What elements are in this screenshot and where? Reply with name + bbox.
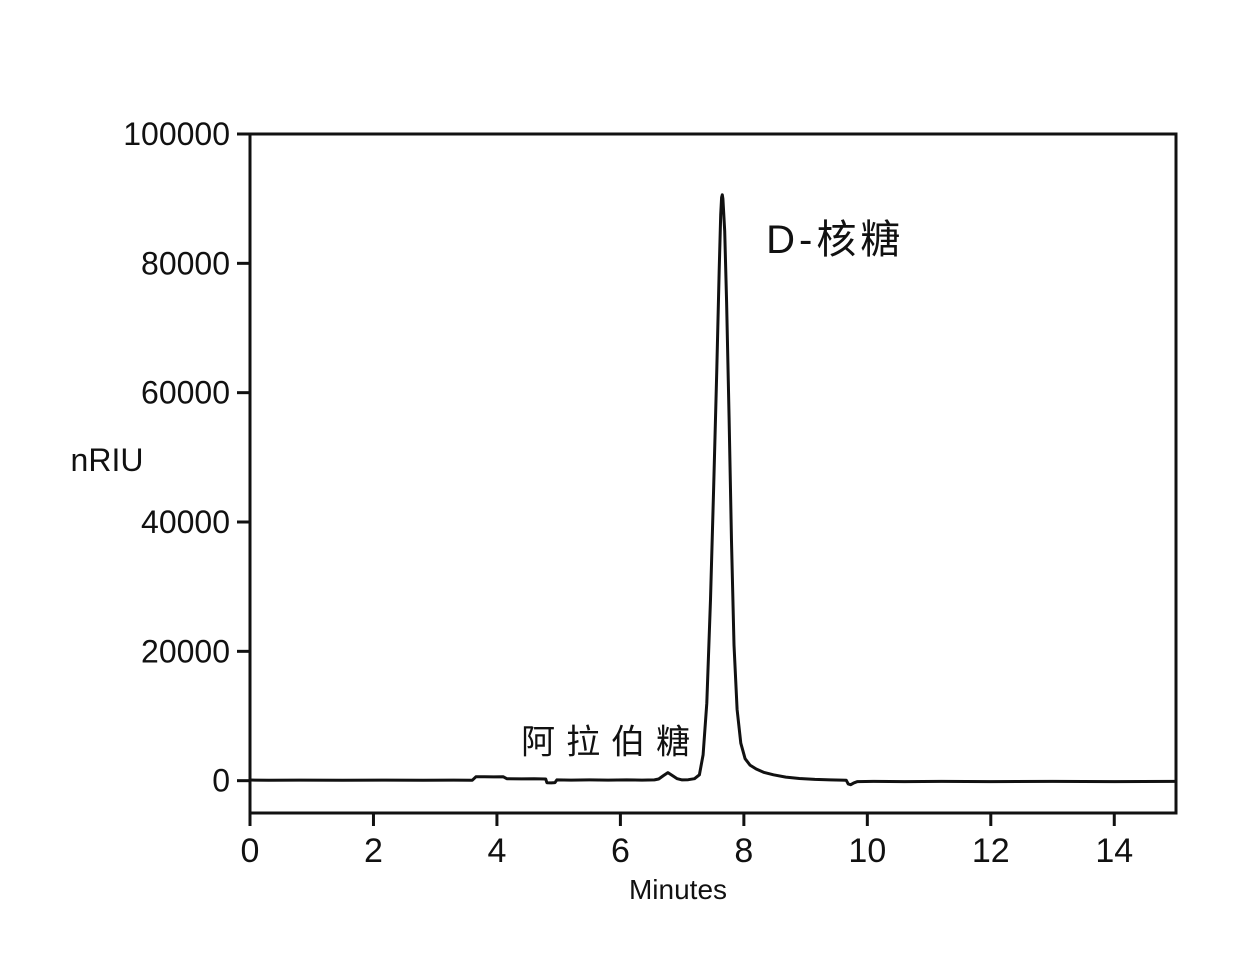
y-tick-label: 20000 (141, 633, 230, 669)
peak-annotation-2: D-核糖 (766, 218, 905, 263)
y-tick-label: 80000 (141, 245, 230, 281)
x-tick-label: 6 (611, 832, 630, 870)
x-tick-label: 2 (364, 832, 383, 870)
y-tick-label: 60000 (141, 375, 230, 411)
y-tick-label: 0 (212, 763, 230, 799)
x-axis-title: Minutes (628, 874, 728, 905)
x-tick-label: 12 (972, 832, 1010, 870)
x-tick-label: 8 (734, 832, 753, 870)
y-tick-label: 40000 (141, 504, 230, 540)
x-tick-label: 14 (1095, 832, 1133, 870)
signal-trace (248, 193, 1178, 787)
x-tick-label: 10 (848, 832, 886, 870)
peak-annotation-1: 阿拉伯糖 (521, 723, 702, 762)
x-tick-label: 4 (487, 832, 506, 870)
y-axis-title: nRIU (70, 442, 144, 478)
plot-frame (248, 132, 1178, 815)
y-tick-label: 100000 (123, 116, 230, 152)
x-tick-label: 0 (241, 832, 260, 870)
